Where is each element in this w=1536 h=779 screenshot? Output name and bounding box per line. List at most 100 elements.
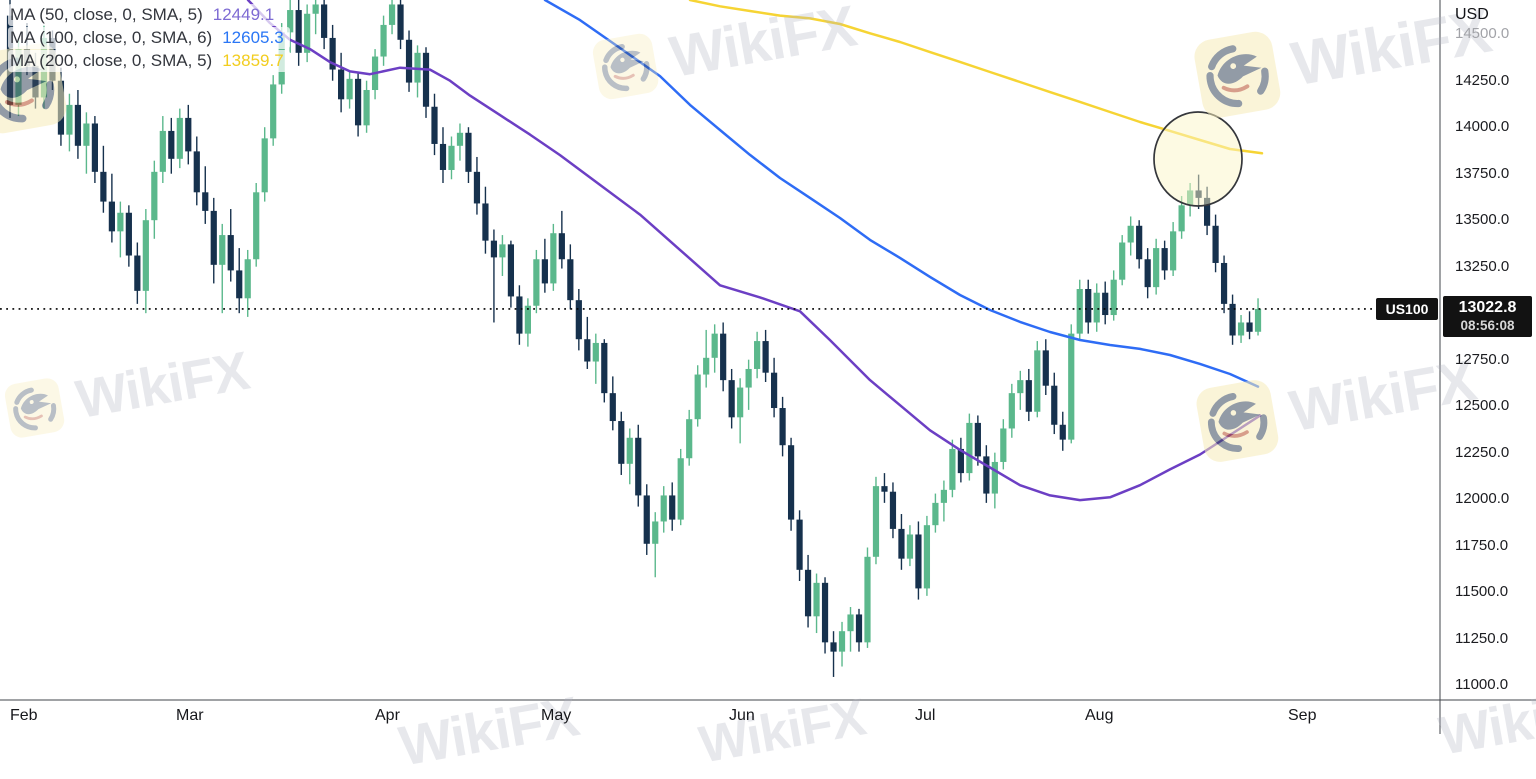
candle — [125, 205, 132, 267]
price-axis[interactable]: USD 14500.0 14250.0 14000.0 13750.0 13500.0 1… — [1440, 0, 1536, 700]
candle — [100, 145, 107, 213]
legend-row-ma50[interactable]: MA (50, close, 0, SMA, 5) 12449.1 — [8, 4, 281, 26]
candle — [592, 333, 599, 384]
price-tick: 14250.0 — [1455, 71, 1510, 89]
legend-row-ma200[interactable]: MA (200, close, 0, SMA, 5) 13859.7 — [8, 50, 290, 72]
price-tick: 12250.0 — [1455, 443, 1510, 461]
candle — [227, 209, 234, 282]
candle — [898, 514, 905, 570]
candle — [1254, 298, 1262, 336]
price-tick: 11000.0 — [1455, 676, 1509, 694]
candle — [210, 197, 217, 284]
chart-canvas[interactable] — [0, 0, 1536, 734]
price-tick: 12750.0 — [1455, 350, 1510, 368]
candle — [915, 521, 922, 600]
candle — [1059, 411, 1066, 451]
candle — [533, 249, 540, 314]
candle — [567, 244, 574, 310]
price-tick: 11250.0 — [1455, 629, 1509, 647]
candle — [142, 209, 149, 314]
candle — [787, 437, 795, 531]
moving-average-lines — [246, 0, 1264, 502]
candle — [1000, 419, 1007, 470]
candle — [652, 512, 659, 578]
candle — [847, 607, 854, 652]
time-axis[interactable]: Feb Mar Apr May Jun Jul Aug Sep — [0, 700, 1536, 734]
price-tick: 13250.0 — [1455, 257, 1510, 275]
candle — [244, 249, 251, 317]
price-tick: 13500.0 — [1455, 211, 1510, 229]
candle — [134, 242, 141, 304]
candle — [584, 316, 591, 369]
legend-row-ma100[interactable]: MA (100, close, 0, SMA, 6) 12605.3 — [8, 27, 290, 49]
candle — [431, 93, 438, 156]
candle — [176, 108, 183, 169]
candle — [703, 329, 710, 388]
candle — [1237, 315, 1245, 343]
candle — [974, 415, 981, 466]
candle — [932, 493, 939, 533]
candle — [287, 0, 294, 53]
candle — [439, 127, 447, 183]
candle — [338, 52, 345, 113]
candle — [1246, 311, 1253, 340]
candle — [1212, 214, 1219, 273]
candle — [711, 324, 718, 373]
candle — [185, 104, 192, 165]
candle — [1220, 255, 1228, 314]
candle — [74, 90, 82, 159]
candle — [762, 329, 769, 382]
candle — [193, 136, 200, 206]
legend-label: MA (50, close, 0, SMA, 5) — [10, 5, 203, 24]
candle — [456, 123, 464, 161]
candle — [983, 445, 990, 503]
candle — [159, 116, 166, 183]
candle — [1229, 294, 1236, 345]
candle — [1017, 370, 1024, 410]
symbol-price-tag: US100 — [1376, 298, 1438, 320]
candle — [304, 4, 311, 63]
candle — [771, 357, 778, 418]
candle — [482, 186, 489, 254]
candle — [991, 452, 998, 509]
candle — [448, 136, 455, 180]
candle — [609, 376, 616, 431]
candle — [1093, 283, 1100, 332]
legend-value: 12449.1 — [212, 5, 275, 24]
candle — [906, 525, 914, 567]
candle — [1110, 270, 1117, 321]
price-tick: 12500.0 — [1455, 397, 1510, 415]
last-price-label: 13022.8 08:56:08 — [1443, 296, 1532, 337]
candle — [108, 173, 115, 243]
candle — [558, 210, 565, 269]
candle — [1153, 238, 1160, 295]
candle — [677, 448, 684, 526]
ma-50-line — [246, 0, 1262, 502]
candle — [1025, 368, 1032, 422]
candle — [473, 156, 481, 215]
candle — [422, 47, 430, 118]
candle — [1102, 281, 1109, 325]
legend-value: 12605.3 — [222, 28, 284, 47]
candle — [804, 554, 812, 628]
candle — [499, 235, 506, 276]
candle — [745, 359, 752, 410]
candle — [397, 0, 404, 50]
legend-value: 13859.7 — [222, 51, 284, 70]
candle — [219, 223, 226, 314]
candle — [405, 30, 413, 92]
candle — [253, 182, 260, 267]
circle-annotation[interactable] — [1153, 111, 1243, 207]
candle — [643, 484, 650, 555]
price-tick: 14500.0 — [1455, 25, 1510, 43]
month-tick: Sep — [1288, 707, 1317, 724]
candle — [694, 365, 701, 427]
currency-label: USD — [1455, 6, 1489, 23]
candle — [881, 473, 888, 503]
candle — [66, 93, 73, 152]
candle — [966, 413, 973, 481]
candle — [1051, 372, 1058, 435]
candle — [949, 439, 956, 498]
candle — [1170, 222, 1177, 276]
candle — [236, 248, 243, 314]
